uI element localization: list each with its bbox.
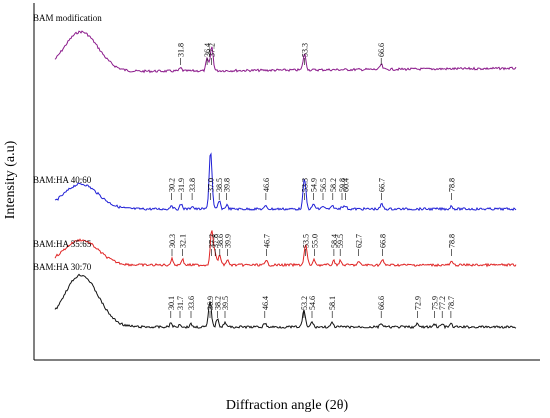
peak-label: 78.7 (447, 296, 456, 310)
peak-label: 53.3 (301, 178, 310, 192)
peak-label: 62.7 (355, 234, 364, 248)
peak-label: 56.5 (319, 178, 328, 192)
peak-label: 55.0 (310, 234, 319, 248)
peak-label: 60.4 (341, 178, 350, 192)
peak-label: 77.2 (438, 296, 447, 310)
series-name: BAM:HA 40:60 (33, 175, 92, 185)
peak-label: 37.2 (208, 43, 217, 57)
peak-label: 39.8 (223, 178, 232, 192)
peak-label: 33.6 (187, 296, 196, 310)
series-4: BAM:HA 30:70 30.1 31.7 33.6 36.938.239.5 46.4… (33, 262, 517, 330)
series-2: BAM:HA 40:60 30.2 31.9 33.8 37.0 38.539.8 46.6… (33, 152, 517, 212)
x-axis-title: Diffraction angle (2θ) (226, 398, 349, 413)
peak-label: 54.6 (308, 296, 317, 310)
peak-label: 46.7 (263, 234, 272, 248)
peak-label: 66.7 (378, 178, 387, 192)
peak-label: 37.8 (211, 234, 220, 248)
peak-label: 59.8 (338, 178, 347, 192)
peak-label: 39.5 (221, 296, 230, 310)
series-trace (54, 230, 517, 268)
peak-label: 31.8 (177, 43, 186, 57)
series-1: BAM modification 31.8 36.437.2 53.3 66.6 (33, 13, 517, 74)
peak-label: 30.3 (168, 234, 177, 248)
peak-label: 53.3 (301, 43, 310, 57)
peak-label: 59.5 (336, 234, 345, 248)
peak-label: 58.1 (328, 296, 337, 310)
series-name: BAM:HA 30:70 (33, 262, 92, 272)
peak-label: 66.8 (378, 234, 387, 248)
series-name: BAM:HA 35:65 (33, 239, 92, 249)
peak-label: 38.2 (214, 296, 223, 310)
peak-label: 46.6 (262, 178, 271, 192)
series-name: BAM modification (33, 13, 102, 23)
peak-label: 38.6 (216, 234, 225, 248)
peak-label: 78.8 (448, 178, 457, 192)
peak-label: 30.1 (167, 296, 176, 310)
peak-label: 58.2 (329, 178, 338, 192)
peak-label: 36.9 (206, 296, 215, 310)
peak-label: 32.1 (178, 234, 187, 248)
series-3: BAM:HA 35:65 30.3 32.1 37.237.838.639.9 46.7… (33, 230, 517, 268)
peak-label: 37.0 (207, 178, 216, 192)
peak-label: 78.8 (448, 234, 457, 248)
peak-label: 31.7 (176, 296, 185, 310)
peak-label: 31.9 (177, 178, 186, 192)
peak-label: 66.6 (377, 43, 386, 57)
y-axis-title: Intensity (a.u) (3, 140, 18, 219)
series-trace (54, 152, 517, 212)
peak-label: 66.6 (377, 296, 386, 310)
peak-label: 39.9 (223, 234, 232, 248)
peak-label: 75.9 (431, 296, 440, 310)
series-trace (54, 30, 517, 74)
peak-label: 72.9 (414, 296, 423, 310)
peak-label: 53.2 (300, 296, 309, 310)
series-trace (54, 273, 517, 330)
peak-label: 38.5 (215, 178, 224, 192)
peak-label: 37.2 (208, 234, 217, 248)
peak-label: 46.4 (261, 296, 270, 310)
peak-label: 36.4 (203, 43, 212, 57)
peak-label: 30.2 (167, 178, 176, 192)
peak-label: 54.9 (310, 178, 319, 192)
peak-label: 58.4 (330, 234, 339, 248)
peak-label: 53.5 (302, 234, 311, 248)
peak-label: 33.8 (188, 178, 197, 192)
